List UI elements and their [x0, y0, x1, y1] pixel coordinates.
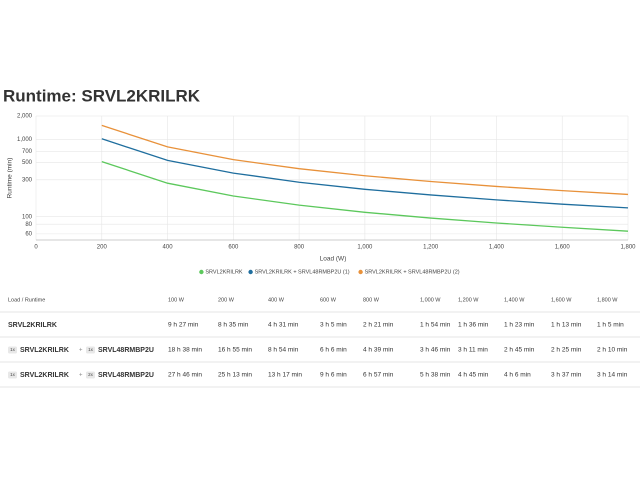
y-tick-label: 2,000 [17, 114, 33, 120]
table-cell: 8 h 35 min [218, 322, 249, 329]
y-tick-label: 700 [22, 149, 33, 155]
row-name: SRVL2KRILRK [20, 372, 69, 379]
table-cell: 3 h 5 min [320, 322, 347, 329]
y-tick-label: 60 [25, 231, 32, 237]
y-axis-label: Runtime (min) [7, 158, 14, 199]
table-cell: 2 h 45 min [504, 347, 535, 354]
table-cell: 1 h 5 min [597, 322, 624, 329]
table-cell: 5 h 38 min [420, 372, 451, 379]
table-cell: 3 h 37 min [551, 372, 582, 379]
table-cell: 1 h 54 min [420, 322, 451, 329]
table-cell: 9 h 27 min [168, 322, 199, 329]
table-cell: 3 h 46 min [420, 347, 451, 354]
table-cell: 2 h 21 min [363, 322, 394, 329]
y-tick-label: 80 [25, 222, 32, 228]
table-cell: 3 h 14 min [597, 372, 628, 379]
y-tick-label: 300 [22, 177, 33, 183]
table-cell: 9 h 6 min [320, 372, 347, 379]
table-cell: 27 h 46 min [168, 372, 202, 379]
series-line [101, 138, 629, 209]
x-tick-label: 1,400 [489, 245, 505, 251]
legend-label: SRVL2KRILRK [205, 269, 243, 275]
x-tick-label: 1,800 [620, 245, 636, 251]
x-axis-label: Load (W) [320, 256, 347, 263]
column-header: 1,000 W [420, 297, 441, 303]
x-tick-label: 1,200 [423, 245, 439, 251]
qty-badge [8, 346, 17, 354]
table-cell: 3 h 11 min [458, 347, 488, 354]
table-corner: Load / Runtime [8, 297, 45, 303]
legend-label: SRVL2KRILRK + SRVL48RMBP2U (2) [365, 269, 460, 275]
x-tick-label: 1,600 [555, 245, 571, 251]
series-line [101, 160, 629, 232]
column-header: 100 W [168, 297, 185, 303]
legend-swatch [199, 269, 204, 275]
table-cell: 2 h 10 min [597, 347, 628, 354]
table-cell: 13 h 17 min [268, 372, 302, 379]
series-line [101, 124, 629, 196]
row-name: SRVL2KRILRK [8, 322, 57, 329]
y-tick-label: 100 [22, 214, 33, 220]
table-cell: 4 h 31 min [268, 322, 299, 329]
column-header: 1,600 W [551, 297, 572, 303]
qty-label: 1x [88, 347, 94, 352]
column-header: 1,200 W [458, 297, 479, 303]
table-cell: 1 h 36 min [458, 322, 489, 329]
table-cell: 16 h 55 min [218, 347, 252, 354]
table-cell: 6 h 57 min [363, 372, 394, 379]
x-tick-label: 0 [34, 245, 38, 251]
x-tick-label: 200 [97, 245, 108, 251]
x-tick-label: 600 [228, 245, 239, 251]
row-name: SRVL48RMBP2U [98, 372, 154, 379]
table-cell: 18 h 38 min [168, 347, 202, 354]
column-header: 800 W [363, 297, 380, 303]
table-cell: 4 h 6 min [504, 372, 531, 379]
row-name: SRVL48RMBP2U [98, 347, 154, 354]
column-header: 400 W [268, 297, 285, 303]
joiner: + [79, 373, 83, 379]
x-tick-label: 1,000 [357, 245, 373, 251]
column-header: 1,400 W [504, 297, 525, 303]
qty-label: 1x [10, 372, 16, 377]
y-tick-label: 1,000 [17, 137, 33, 143]
qty-badge [8, 371, 17, 379]
legend-label: SRVL2KRILRK + SRVL48RMBP2U (1) [255, 269, 350, 275]
column-header: 600 W [320, 297, 337, 303]
y-tick-label: 500 [22, 160, 33, 166]
qty-badge [86, 346, 95, 354]
qty-badge [86, 371, 95, 379]
table-cell: 6 h 6 min [320, 347, 347, 354]
qty-label: 2x [88, 372, 94, 377]
table-cell: 4 h 39 min [363, 347, 394, 354]
x-tick-label: 800 [294, 245, 305, 251]
table-cell: 1 h 23 min [504, 322, 535, 329]
table-cell: 4 h 45 min [458, 372, 489, 379]
chart-title: Runtime: SRVL2KRILRK [3, 86, 201, 105]
column-header: 1,800 W [597, 297, 618, 303]
qty-label: 1x [10, 347, 16, 352]
column-header: 200 W [218, 297, 235, 303]
joiner: + [79, 348, 83, 354]
table-cell: 8 h 54 min [268, 347, 299, 354]
table-cell: 25 h 13 min [218, 372, 252, 379]
x-tick-label: 400 [163, 245, 174, 251]
table-cell: 1 h 13 min [551, 322, 582, 329]
legend-swatch [248, 269, 253, 275]
legend-swatch [358, 269, 363, 275]
row-name: SRVL2KRILRK [20, 347, 69, 354]
table-cell: 2 h 25 min [551, 347, 582, 354]
